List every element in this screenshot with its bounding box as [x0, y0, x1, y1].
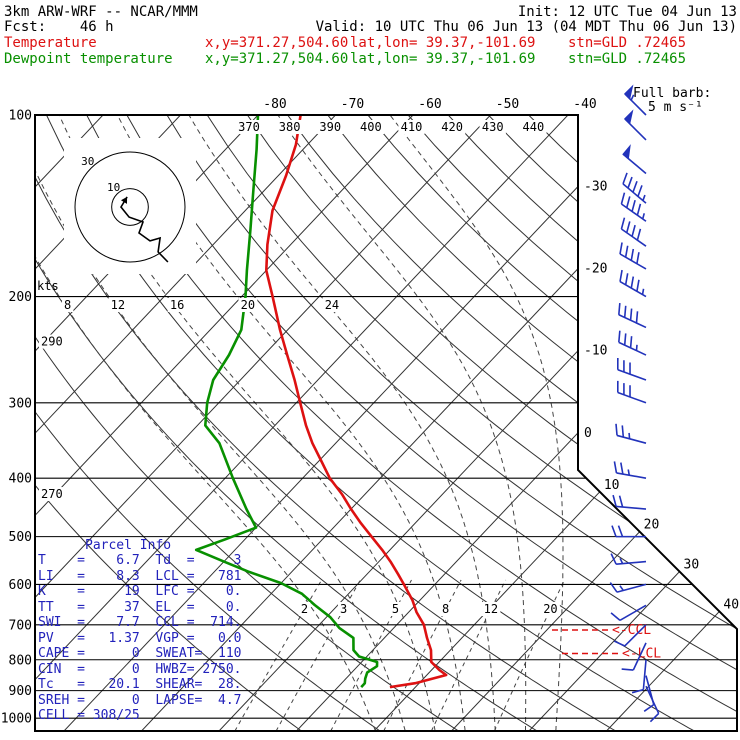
pressure-label: 100 — [9, 109, 32, 124]
dewpoint-xy: x,y=371.27,504.60 — [205, 51, 349, 67]
theta-label-left: 290 — [41, 335, 63, 349]
moist-adiabat-label: 24 — [325, 298, 339, 312]
theta-label-top: 370 — [238, 120, 260, 134]
mixing-ratio-label: 5 — [392, 602, 399, 616]
mixing-ratio-label: 2 — [301, 602, 308, 616]
theta-label-top: 380 — [279, 120, 301, 134]
isotherm-label-top: -60 — [418, 97, 441, 112]
init-time: Init: 12 UTC Tue 04 Jun 13 — [517, 4, 737, 20]
isotherm-label-right: 0 — [584, 426, 592, 441]
isotherm-label-diagonal: 20 — [644, 518, 660, 533]
moist-adiabat-label: 16 — [170, 298, 184, 312]
model-title: 3km ARW-WRF -- NCAR/MMM — [4, 4, 198, 20]
pressure-label: 800 — [9, 653, 32, 668]
level-marker-label: <-CCL — [612, 623, 651, 638]
theta-label-top: 430 — [482, 120, 504, 134]
hodograph-ring — [74, 151, 186, 263]
isobars — [35, 115, 737, 719]
level-markers: <-CCL<-LCL — [552, 623, 661, 661]
pressure-label: 500 — [9, 530, 32, 545]
isotherm-label-top: -80 — [263, 97, 286, 112]
parcel-info-title: Parcel Info — [85, 538, 172, 553]
moist-adiabat-label: 8 — [64, 298, 71, 312]
pressure-label: 200 — [9, 290, 32, 305]
isotherm-label-diagonal: 30 — [684, 558, 700, 573]
parcel-info-lines: T = 6.7 Td = 3 LI = 8.3 LCL = 781 K = 19… — [38, 553, 242, 723]
mixing-ratio-label: 12 — [484, 602, 498, 616]
forecast-hour: Fcst: 46 h — [4, 19, 114, 35]
hodograph: 10 30 — [74, 151, 186, 263]
theta-label-top: 400 — [360, 120, 382, 134]
isotherm-label-top: -70 — [341, 97, 364, 112]
theta-label-top: 410 — [401, 120, 423, 134]
isotherm-label-top: -40 — [573, 97, 596, 112]
valid-time: Valid: 10 UTC Thu 06 Jun 13 (04 MDT Thu … — [315, 19, 737, 35]
isotherm-label-diagonal: 40 — [723, 597, 739, 612]
temperature-xy: x,y=371.27,504.60 — [205, 35, 349, 51]
pressure-label: 900 — [9, 684, 32, 699]
pressure-label: 700 — [9, 618, 32, 633]
isotherm-label-top: -50 — [496, 97, 519, 112]
dewpoint-latlon: lat,lon= 39.37,-101.69 — [350, 51, 536, 67]
mixing-ratio-label: 20 — [543, 602, 557, 616]
kts-label: kts — [37, 279, 59, 293]
hodograph-arrowhead — [120, 196, 128, 204]
theta-label-left: 270 — [41, 487, 63, 501]
moist-adiabat-label: 20 — [241, 298, 255, 312]
plot-frame — [34, 114, 738, 732]
isotherm-label-right: -30 — [584, 180, 607, 195]
moist-adiabat-label: 12 — [111, 298, 125, 312]
temperature-station: stn=GLD .72465 — [568, 35, 687, 51]
hodograph-ring-label: 10 — [107, 181, 120, 194]
pressure-label: 1000 — [1, 712, 32, 727]
pressure-label: 400 — [9, 472, 32, 487]
isotherm-label-right: -20 — [584, 262, 607, 277]
barb-legend-value: 5 m s⁻¹ — [648, 100, 703, 115]
temperature-latlon: lat,lon= 39.37,-101.69 — [350, 35, 536, 51]
theta-label-top: 390 — [319, 120, 341, 134]
hodograph-ring-label: 30 — [81, 155, 94, 168]
pressure-label: 300 — [9, 396, 32, 411]
moist-adiabats — [35, 115, 564, 731]
hodograph-trace — [120, 196, 169, 263]
temperature-curve — [264, 115, 448, 689]
temperature-legend-label: Temperature — [4, 35, 97, 51]
mixing-ratio-label: 8 — [442, 602, 449, 616]
pressure-label: 600 — [9, 578, 32, 593]
dewpoint-legend-label: Dewpoint temperature — [4, 51, 173, 67]
mixing-ratio-label: 3 — [340, 602, 347, 616]
barb-legend-title: Full barb: — [633, 86, 712, 101]
hodograph-backing — [64, 138, 196, 274]
isotherm-label-right: -10 — [584, 344, 607, 359]
hodograph-ring — [111, 188, 149, 226]
theta-label-top: 440 — [523, 120, 545, 134]
theta-label-top: 420 — [441, 120, 463, 134]
wind-barb-column — [609, 84, 660, 723]
dewpoint-station: stn=GLD .72465 — [568, 51, 687, 67]
isotherm-label-diagonal: 10 — [604, 478, 620, 493]
